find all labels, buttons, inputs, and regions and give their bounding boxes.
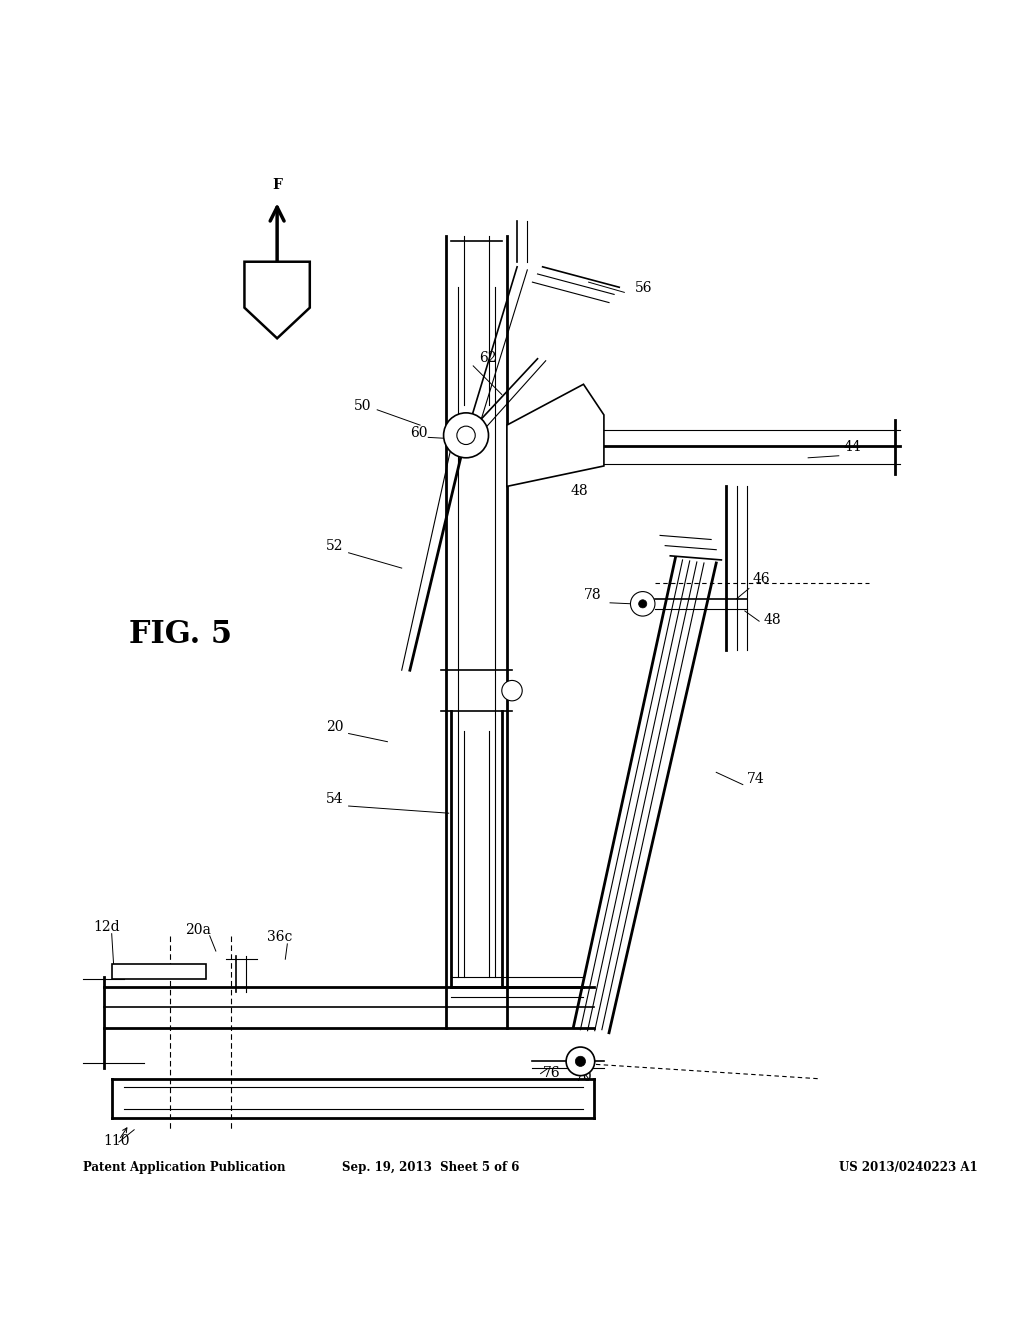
Text: 110: 110 — [103, 1134, 130, 1148]
Text: 20: 20 — [326, 721, 344, 734]
Text: 78: 78 — [584, 587, 601, 602]
Text: 76: 76 — [543, 1065, 560, 1080]
Circle shape — [457, 426, 475, 445]
Text: 48: 48 — [763, 614, 781, 627]
Text: 48: 48 — [570, 483, 588, 498]
Circle shape — [443, 413, 488, 458]
Polygon shape — [245, 261, 310, 338]
Text: Sep. 19, 2013  Sheet 5 of 6: Sep. 19, 2013 Sheet 5 of 6 — [342, 1162, 519, 1175]
Text: FIG. 5: FIG. 5 — [129, 619, 231, 649]
Text: 60: 60 — [410, 426, 427, 441]
Text: 74: 74 — [746, 772, 765, 785]
Text: 56: 56 — [635, 281, 652, 296]
Text: 52: 52 — [326, 539, 344, 553]
Text: Patent Application Publication: Patent Application Publication — [83, 1162, 286, 1175]
Text: 70: 70 — [575, 1069, 593, 1084]
Text: 62: 62 — [479, 351, 497, 364]
Text: 44: 44 — [844, 440, 861, 454]
Text: 46: 46 — [753, 573, 771, 586]
Circle shape — [639, 599, 647, 609]
Text: 54: 54 — [326, 792, 344, 807]
Text: 12d: 12d — [93, 920, 120, 933]
Text: 20a: 20a — [185, 923, 211, 937]
Polygon shape — [507, 384, 604, 486]
Text: 50: 50 — [353, 399, 372, 413]
Circle shape — [631, 591, 655, 616]
Text: US 2013/0240223 A1: US 2013/0240223 A1 — [839, 1162, 978, 1175]
Text: F: F — [272, 178, 282, 193]
Circle shape — [502, 680, 522, 701]
Text: 36c: 36c — [267, 929, 292, 944]
Circle shape — [575, 1056, 586, 1067]
Circle shape — [566, 1047, 595, 1076]
Polygon shape — [112, 965, 206, 978]
